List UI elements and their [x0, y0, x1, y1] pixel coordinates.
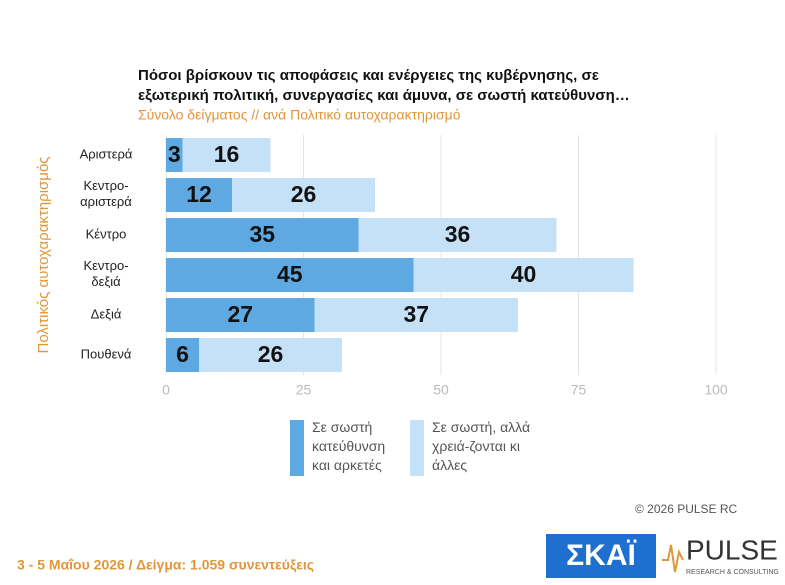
- chart-subtitle: Σύνολο δείγματος // ανά Πολιτικό αυτοχαρ…: [138, 107, 461, 123]
- value-label: 40: [511, 261, 537, 287]
- bar-segment: [314, 298, 518, 332]
- bar-segment: [358, 218, 557, 252]
- chart-title: Πόσοι βρίσκουν τις αποφάσεις και ενέργει…: [138, 67, 599, 84]
- x-tick-label: 0: [162, 382, 170, 398]
- legend-label: Σε σωστή κατεύθυνση και αρκετές: [312, 419, 386, 473]
- bar-segment: [199, 338, 342, 372]
- footer-date: 3 - 5 Μαΐου 2026 / Δείγμα: 1.059 συνεντε…: [17, 557, 314, 573]
- bar-segment: [166, 338, 199, 372]
- value-label: 26: [291, 181, 317, 207]
- copyright: © 2026 PULSE RC: [635, 502, 738, 516]
- value-label: 26: [258, 341, 284, 367]
- x-tick-label: 50: [433, 382, 449, 398]
- bar-segment: [232, 178, 375, 212]
- legend-swatch: [410, 420, 424, 476]
- grid: [165, 135, 717, 375]
- bar-segment: [166, 138, 183, 172]
- x-tick-label: 25: [296, 382, 312, 398]
- y-tick-label: Κεντρο-δεξιά: [83, 258, 128, 289]
- bar-segment: [166, 178, 232, 212]
- logo-box: [546, 534, 656, 578]
- x-tick-label: 100: [704, 382, 728, 398]
- bar-segment: [182, 138, 271, 172]
- y-tick-label: Δεξιά: [91, 306, 122, 321]
- chart-title: εξωτερική πολιτική, συνεργασίες και άμυν…: [138, 87, 630, 104]
- y-axis-label: Πολιτικός αυτοχαρακτηρισμός: [35, 156, 52, 353]
- value-label: 36: [445, 221, 471, 247]
- legend-label: Σε σωστή, αλλά χρειά-ζονται κι άλλες: [432, 419, 531, 473]
- bar-segment: [166, 298, 315, 332]
- logo-left: ΣΚΑΪ: [566, 539, 636, 572]
- legend-swatch: [290, 420, 304, 476]
- value-label: 35: [249, 221, 275, 247]
- value-label: 45: [277, 261, 303, 287]
- bar-segment: [166, 258, 414, 292]
- value-label: 12: [186, 181, 212, 207]
- y-tick-label: Κέντρο: [86, 226, 127, 241]
- y-tick-label: Αριστερά: [80, 146, 133, 161]
- value-label: 6: [176, 341, 189, 367]
- bar-segment: [166, 218, 359, 252]
- y-tick-label: Πουθενά: [81, 346, 132, 361]
- logo-right: PULSE: [686, 534, 778, 565]
- bar-segment: [413, 258, 634, 292]
- value-label: 3: [168, 141, 181, 167]
- value-label: 37: [403, 301, 429, 327]
- x-tick-label: 75: [571, 382, 587, 398]
- y-tick-label: Κεντρο-αριστερά: [80, 178, 132, 209]
- value-label: 16: [214, 141, 240, 167]
- logo-right-sub: RESEARCH & CONSULTING: [686, 569, 779, 576]
- value-label: 27: [227, 301, 253, 327]
- logo-icon: [662, 544, 684, 573]
